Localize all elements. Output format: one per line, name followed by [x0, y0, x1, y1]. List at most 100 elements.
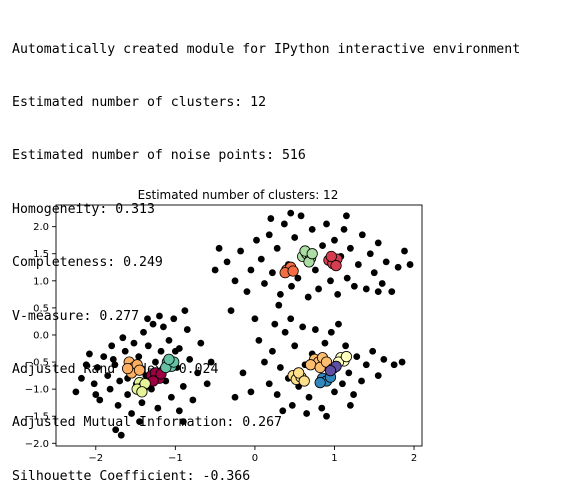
noise-point	[363, 361, 370, 368]
noise-point	[72, 388, 79, 395]
noise-point	[291, 234, 298, 241]
noise-point	[152, 359, 159, 366]
x-tick-label: −2	[88, 453, 103, 464]
noise-point	[266, 380, 273, 387]
noise-point	[116, 378, 123, 385]
noise-point	[339, 380, 346, 387]
noise-point	[118, 432, 125, 439]
noise-point	[110, 356, 117, 363]
y-tick-label: −2.0	[25, 439, 49, 450]
noise-point	[271, 321, 278, 328]
noise-point	[279, 407, 286, 414]
cluster-point	[305, 360, 315, 370]
x-tick-label: −1	[168, 453, 183, 464]
y-tick-label: 2.0	[33, 222, 49, 233]
noise-point	[345, 369, 352, 376]
noise-point	[189, 397, 196, 404]
noise-point	[232, 277, 239, 284]
noise-point	[115, 402, 122, 409]
noise-point	[194, 369, 201, 376]
noise-point	[328, 329, 335, 336]
noise-point	[168, 394, 175, 401]
noise-point	[287, 315, 294, 322]
noise-point	[145, 342, 152, 349]
cluster-point	[325, 366, 335, 376]
noise-point	[166, 337, 173, 344]
noise-point	[306, 394, 313, 401]
axes-layer: −2 −1 0 1 2 −2.0 −1.5 −1.0 −0.5 0.0 0.5 1.0 1.5 2.0	[25, 205, 422, 464]
noise-point	[266, 231, 273, 238]
noise-point	[144, 315, 151, 322]
noise-point	[131, 340, 138, 347]
noise-point	[160, 323, 167, 330]
noise-point	[318, 405, 325, 412]
cluster-point	[164, 354, 174, 364]
noise-point	[104, 372, 111, 379]
noise-point	[369, 348, 376, 355]
noise-point	[291, 342, 298, 349]
noise-point	[240, 369, 247, 376]
noise-point	[331, 388, 338, 395]
noise-point	[139, 399, 146, 406]
noise-point	[135, 353, 142, 360]
noise-point	[335, 321, 342, 328]
noise-point	[334, 291, 341, 298]
cluster-point	[122, 363, 132, 373]
y-tick-label: 0.0	[33, 330, 49, 341]
noise-point	[83, 361, 90, 368]
noise-point	[224, 258, 231, 265]
cluster-point	[288, 266, 298, 276]
noise-point	[184, 326, 191, 333]
noise-point	[323, 413, 330, 420]
noise-point	[108, 342, 115, 349]
noise-point	[312, 267, 319, 274]
noise-point	[170, 315, 177, 322]
noise-point	[186, 356, 193, 363]
cluster-point	[299, 376, 309, 386]
noise-point	[261, 280, 268, 287]
noise-point	[401, 248, 408, 255]
cluster-point	[134, 365, 144, 375]
y-tick-label: −1.0	[25, 385, 49, 396]
noise-point	[91, 380, 98, 387]
noise-point	[342, 342, 349, 349]
y-tick-label: −0.5	[25, 358, 49, 369]
noise-point	[92, 391, 99, 398]
y-tick-label: 1.0	[33, 276, 49, 287]
x-tick-label: 0	[252, 453, 258, 464]
noise-point	[277, 364, 284, 371]
noise-point	[299, 323, 306, 330]
y-tick-label: 1.5	[33, 249, 49, 260]
noise-point	[212, 267, 219, 274]
noise-point	[176, 407, 183, 414]
x-tick-label: 1	[331, 453, 337, 464]
noise-point	[140, 329, 147, 336]
noise-point	[158, 348, 165, 355]
noise-point	[315, 286, 322, 293]
noise-point	[244, 288, 251, 295]
points-layer	[72, 210, 413, 439]
noise-point	[363, 286, 370, 293]
noise-point	[112, 426, 119, 433]
noise-point	[232, 394, 239, 401]
noise-point	[367, 250, 374, 257]
noise-point	[399, 359, 406, 366]
noise-point	[375, 288, 382, 295]
scatter-chart: Estimated number of clusters: 12 −2 −1 0 1 2…	[0, 0, 561, 469]
noise-point	[371, 269, 378, 276]
noise-point	[100, 353, 107, 360]
noise-point	[86, 351, 93, 358]
noise-point	[380, 356, 387, 363]
noise-point	[94, 364, 101, 371]
noise-point	[216, 245, 223, 252]
output-line: Silhouette Coefficient: -0.366	[12, 468, 520, 486]
noise-point	[261, 359, 268, 366]
noise-point	[312, 326, 319, 333]
noise-point	[156, 313, 163, 320]
cluster-point	[307, 249, 317, 259]
noise-point	[309, 226, 316, 233]
noise-point	[255, 337, 262, 344]
noise-point	[298, 212, 305, 219]
noise-point	[344, 275, 351, 282]
noise-point	[353, 353, 360, 360]
